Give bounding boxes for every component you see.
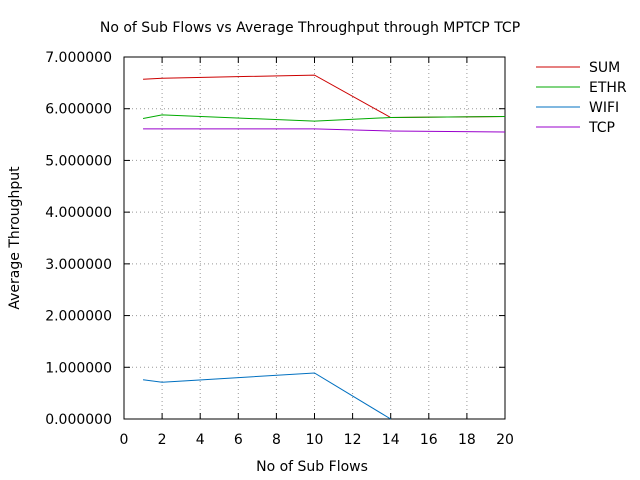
x-tick-label: 6 (234, 432, 243, 448)
x-tick-label: 0 (120, 432, 129, 448)
x-tick-label: 20 (496, 432, 514, 448)
series-line-ethr (142, 114, 506, 122)
x-tick-label: 12 (344, 432, 362, 448)
legend-label-wifi: WIFI (589, 100, 619, 116)
series-line-tcp (143, 128, 506, 133)
y-tick-label: 7.000000 (45, 50, 112, 66)
series-lines (142, 74, 506, 420)
series-line-wifi (142, 372, 391, 420)
y-axis-label: Average Throughput (7, 166, 23, 310)
y-tick-label: 3.000000 (45, 257, 112, 273)
x-tick-label: 4 (196, 432, 205, 448)
x-axis-label: No of Sub Flows (256, 459, 368, 475)
axis-ticks: 0 2 4 6 8 10 12 14 16 18 20 0.000000 1.000000 2.00000… (45, 50, 514, 448)
x-tick-label: 16 (420, 432, 438, 448)
y-tick-label: 1.000000 (45, 360, 112, 376)
y-tick-label: 5.000000 (45, 153, 112, 169)
y-tick-label: 0.000000 (45, 412, 112, 428)
legend-label-sum: SUM (589, 60, 620, 76)
x-tick-label: 18 (458, 432, 476, 448)
x-tick-label: 14 (382, 432, 400, 448)
y-tick-label: 6.000000 (45, 102, 112, 118)
legend-label-tcp: TCP (588, 120, 615, 136)
x-tick-label: 2 (158, 432, 167, 448)
x-tick-label: 10 (306, 432, 324, 448)
chart-title: No of Sub Flows vs Average Throughput th… (100, 20, 520, 36)
series-line-sum (143, 74, 506, 119)
x-tick-label: 8 (272, 432, 281, 448)
legend: SUM ETHR WIFI TCP (536, 60, 627, 136)
legend-label-ethr: ETHR (589, 80, 627, 96)
grid-lines (124, 57, 505, 419)
y-tick-label: 4.000000 (45, 205, 112, 221)
y-tick-label: 2.000000 (45, 309, 112, 325)
